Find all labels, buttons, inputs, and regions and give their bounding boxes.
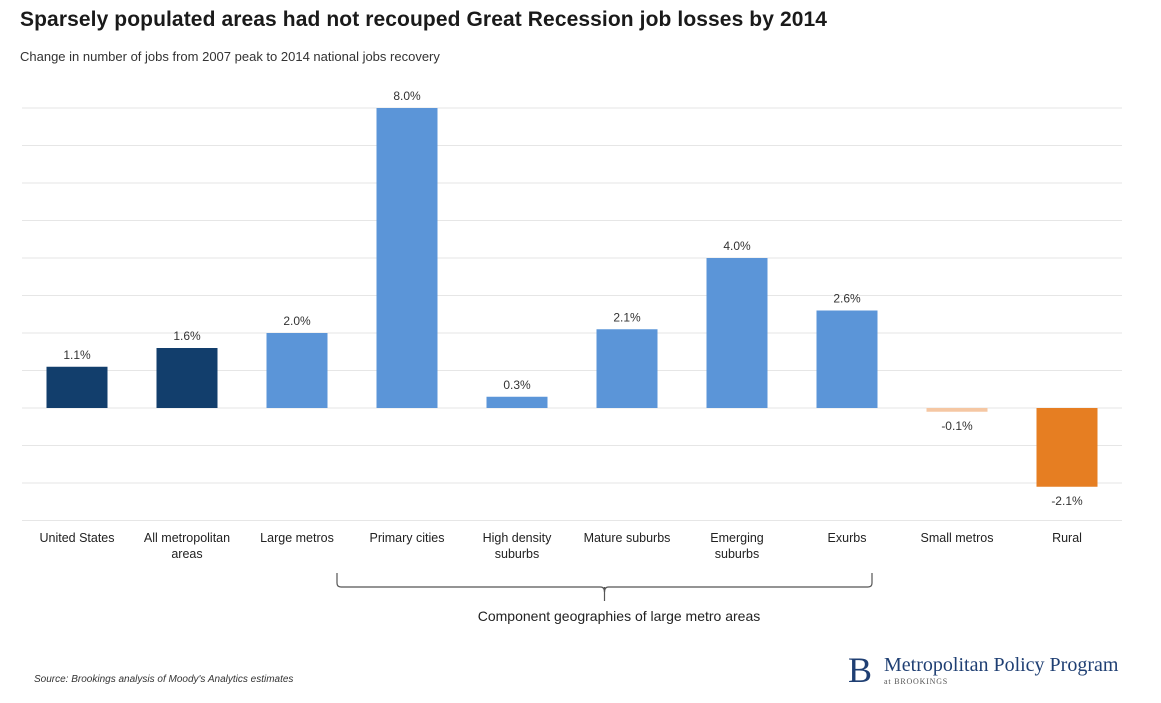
data-label: 0.3% bbox=[503, 378, 531, 392]
category-tick-label: Emerging bbox=[710, 531, 764, 545]
bar bbox=[156, 348, 218, 408]
source-note: Source: Brookings analysis of Moody's An… bbox=[34, 674, 294, 685]
category-tick-label: suburbs bbox=[495, 547, 539, 561]
bar bbox=[926, 408, 988, 412]
data-label: 2.1% bbox=[613, 310, 641, 324]
bar bbox=[486, 396, 548, 408]
bar bbox=[266, 333, 328, 408]
category-tick-label: suburbs bbox=[715, 547, 759, 561]
data-label: 1.6% bbox=[173, 329, 201, 343]
category-tick-label: Small metros bbox=[921, 531, 994, 545]
data-label: 4.0% bbox=[723, 239, 751, 253]
category-tick-label: All metropolitan bbox=[144, 531, 230, 545]
brookings-b-logo-icon: B bbox=[848, 650, 873, 690]
data-label: 8.0% bbox=[393, 89, 421, 103]
chart-subtitle: Change in number of jobs from 2007 peak … bbox=[20, 49, 440, 64]
data-label: 2.6% bbox=[833, 292, 861, 306]
category-tick-label: United States bbox=[39, 531, 114, 545]
bar bbox=[596, 329, 658, 408]
category-tick-label: Exurbs bbox=[828, 531, 867, 545]
brookings-logo: B Metropolitan Policy Program at BROOKIN… bbox=[848, 652, 1118, 688]
category-tick-label: Large metros bbox=[260, 531, 334, 545]
bar bbox=[376, 108, 438, 408]
bar bbox=[816, 310, 878, 408]
bar bbox=[1036, 408, 1098, 487]
bar bbox=[46, 366, 108, 408]
data-label: 2.0% bbox=[283, 314, 311, 328]
data-label: 1.1% bbox=[63, 348, 91, 362]
logo-program-name: Metropolitan Policy Program bbox=[884, 654, 1119, 676]
category-tick-label: Mature suburbs bbox=[584, 531, 671, 545]
logo-subtitle: at BROOKINGS bbox=[884, 677, 949, 686]
category-tick-label: High density bbox=[483, 531, 553, 545]
bar bbox=[706, 258, 768, 408]
data-label: -2.1% bbox=[1051, 494, 1083, 508]
chart-title: Sparsely populated areas had not recoupe… bbox=[20, 8, 828, 31]
category-tick-label: Rural bbox=[1052, 531, 1082, 545]
category-tick-label: Primary cities bbox=[369, 531, 444, 545]
data-label: -0.1% bbox=[941, 419, 973, 433]
group-annotation-label: Component geographies of large metro are… bbox=[477, 608, 761, 624]
category-tick-label: areas bbox=[171, 547, 202, 561]
